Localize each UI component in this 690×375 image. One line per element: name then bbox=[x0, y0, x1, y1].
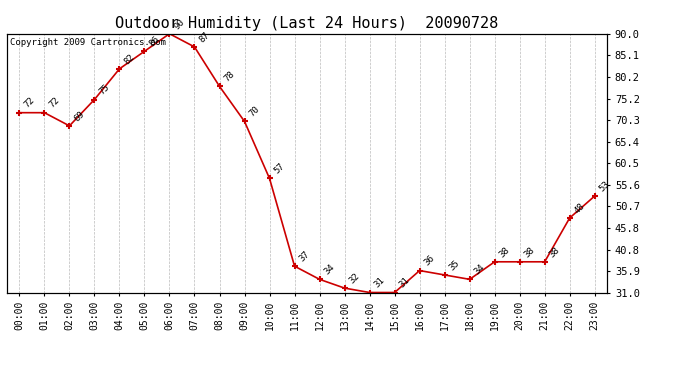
Text: 38: 38 bbox=[522, 245, 536, 259]
Text: 48: 48 bbox=[573, 201, 586, 215]
Text: 36: 36 bbox=[422, 254, 436, 268]
Text: 87: 87 bbox=[197, 30, 211, 44]
Text: 90: 90 bbox=[172, 17, 186, 31]
Text: 34: 34 bbox=[322, 262, 336, 277]
Text: 69: 69 bbox=[72, 109, 86, 123]
Text: 57: 57 bbox=[273, 162, 286, 176]
Text: 72: 72 bbox=[22, 96, 36, 110]
Text: 70: 70 bbox=[247, 105, 262, 118]
Text: 34: 34 bbox=[473, 262, 486, 277]
Text: 37: 37 bbox=[297, 249, 311, 263]
Text: 53: 53 bbox=[598, 179, 611, 193]
Text: 38: 38 bbox=[547, 245, 562, 259]
Text: 35: 35 bbox=[447, 258, 462, 272]
Text: 32: 32 bbox=[347, 272, 362, 285]
Text: 31: 31 bbox=[397, 276, 411, 290]
Text: 82: 82 bbox=[122, 52, 136, 66]
Text: 38: 38 bbox=[497, 245, 511, 259]
Text: 72: 72 bbox=[47, 96, 61, 110]
Text: 31: 31 bbox=[373, 276, 386, 290]
Text: 86: 86 bbox=[147, 34, 161, 48]
Title: Outdoor Humidity (Last 24 Hours)  20090728: Outdoor Humidity (Last 24 Hours) 2009072… bbox=[115, 16, 499, 31]
Text: Copyright 2009 Cartronics.com: Copyright 2009 Cartronics.com bbox=[10, 38, 166, 46]
Text: 78: 78 bbox=[222, 70, 236, 84]
Text: 75: 75 bbox=[97, 83, 111, 97]
